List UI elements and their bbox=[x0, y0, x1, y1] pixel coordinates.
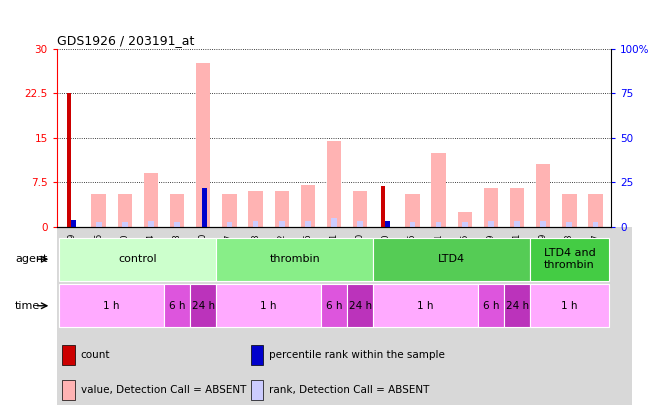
Bar bbox=[170, 194, 184, 227]
Bar bbox=[462, 222, 468, 227]
Text: time: time bbox=[15, 301, 41, 311]
Bar bbox=[251, 379, 263, 400]
Bar bbox=[144, 173, 158, 227]
Bar bbox=[536, 164, 550, 227]
Bar bbox=[357, 221, 363, 227]
Bar bbox=[216, 238, 373, 281]
Bar bbox=[373, 284, 478, 327]
Text: control: control bbox=[118, 254, 157, 264]
Bar bbox=[148, 221, 154, 227]
Bar bbox=[251, 345, 263, 365]
Bar bbox=[118, 194, 132, 227]
Bar bbox=[226, 222, 232, 227]
Bar bbox=[164, 284, 190, 327]
Bar bbox=[62, 345, 75, 365]
Bar bbox=[540, 221, 546, 227]
Bar bbox=[347, 284, 373, 327]
Bar bbox=[484, 188, 498, 227]
Bar bbox=[510, 188, 524, 227]
Bar bbox=[190, 284, 216, 327]
Text: LTD4: LTD4 bbox=[438, 254, 465, 264]
Bar bbox=[353, 191, 367, 227]
Bar bbox=[566, 222, 572, 227]
Text: 1 h: 1 h bbox=[104, 301, 120, 311]
Bar bbox=[222, 194, 236, 227]
Bar bbox=[275, 191, 289, 227]
Text: 1 h: 1 h bbox=[561, 301, 578, 311]
Text: GDS1926 / 203191_at: GDS1926 / 203191_at bbox=[57, 34, 194, 47]
Text: 6 h: 6 h bbox=[169, 301, 185, 311]
Bar bbox=[385, 221, 390, 227]
Bar bbox=[321, 284, 347, 327]
Text: rank, Detection Call = ABSENT: rank, Detection Call = ABSENT bbox=[269, 385, 430, 394]
Bar bbox=[196, 64, 210, 227]
Text: count: count bbox=[81, 350, 110, 360]
Bar bbox=[593, 222, 599, 227]
Bar bbox=[381, 186, 385, 227]
Text: percentile rank within the sample: percentile rank within the sample bbox=[269, 350, 445, 360]
Text: 6 h: 6 h bbox=[326, 301, 342, 311]
Text: value, Detection Call = ABSENT: value, Detection Call = ABSENT bbox=[81, 385, 246, 394]
Bar bbox=[373, 238, 530, 281]
Bar bbox=[530, 284, 609, 327]
Text: 1 h: 1 h bbox=[261, 301, 277, 311]
Bar bbox=[562, 194, 576, 227]
Bar bbox=[174, 222, 180, 227]
Bar bbox=[327, 141, 341, 227]
Bar bbox=[409, 222, 415, 227]
Text: 24 h: 24 h bbox=[349, 301, 371, 311]
Bar bbox=[122, 222, 128, 227]
Bar bbox=[478, 284, 504, 327]
Bar bbox=[331, 218, 337, 227]
Bar bbox=[432, 153, 446, 227]
Bar bbox=[96, 222, 102, 227]
Bar bbox=[488, 221, 494, 227]
Bar bbox=[301, 185, 315, 227]
Bar bbox=[458, 212, 472, 227]
Bar bbox=[405, 194, 420, 227]
Bar bbox=[305, 221, 311, 227]
Text: LTD4 and
thrombin: LTD4 and thrombin bbox=[544, 248, 595, 270]
Bar bbox=[62, 379, 75, 400]
Bar bbox=[216, 284, 321, 327]
Text: thrombin: thrombin bbox=[269, 254, 320, 264]
Bar bbox=[436, 222, 442, 227]
Bar bbox=[202, 188, 207, 227]
Text: 1 h: 1 h bbox=[418, 301, 434, 311]
Text: 24 h: 24 h bbox=[506, 301, 528, 311]
Bar bbox=[589, 194, 603, 227]
Bar bbox=[59, 238, 216, 281]
Bar bbox=[504, 284, 530, 327]
Bar bbox=[67, 93, 71, 227]
Bar bbox=[248, 191, 263, 227]
Bar bbox=[59, 284, 164, 327]
Bar bbox=[530, 238, 609, 281]
Bar bbox=[514, 221, 520, 227]
Text: agent: agent bbox=[15, 254, 47, 264]
Bar bbox=[279, 221, 285, 227]
Bar bbox=[253, 221, 259, 227]
Text: 24 h: 24 h bbox=[192, 301, 215, 311]
Bar bbox=[92, 194, 106, 227]
Bar bbox=[71, 220, 76, 227]
Text: 6 h: 6 h bbox=[483, 301, 499, 311]
